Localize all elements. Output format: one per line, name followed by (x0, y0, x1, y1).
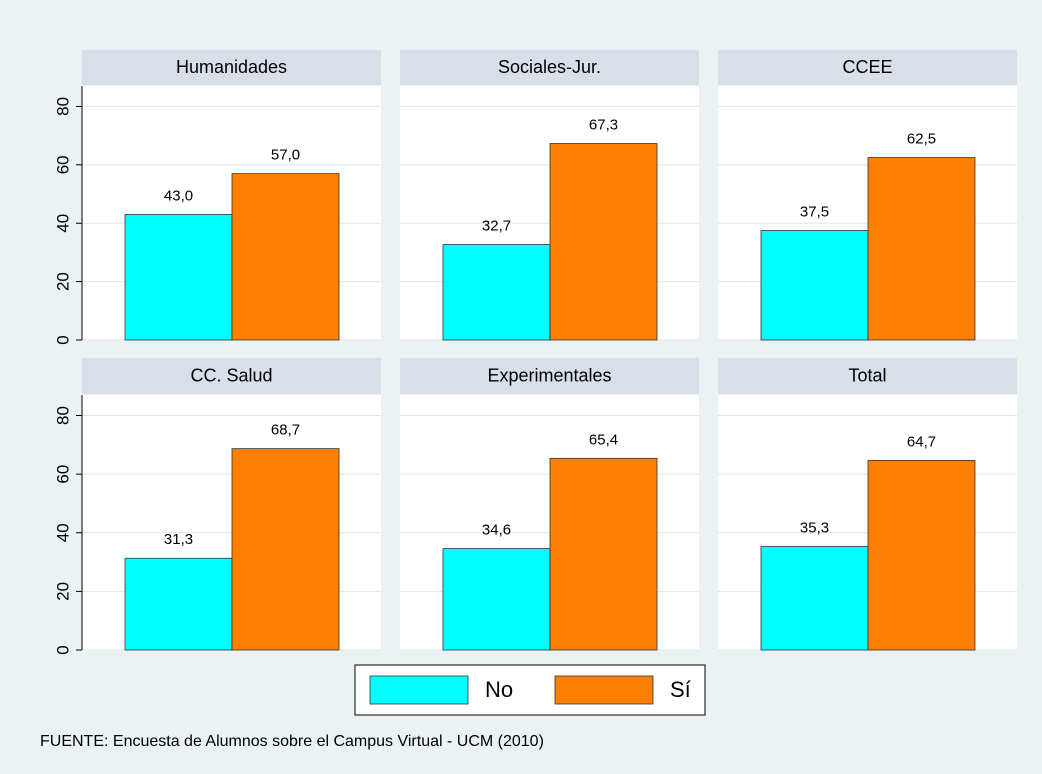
value-label: 57,0 (271, 147, 300, 164)
y-tick-label: 40 (53, 214, 72, 233)
bar (867, 459, 976, 651)
y-tick-label: 40 (53, 523, 72, 542)
y-tick-label: 80 (53, 406, 72, 425)
value-label: 31,3 (164, 531, 193, 548)
value-label: 65,4 (589, 431, 618, 448)
value-label: 34,6 (482, 522, 511, 539)
value-label: 68,7 (271, 422, 300, 439)
value-label: 62,5 (907, 130, 936, 147)
value-label: 64,7 (907, 433, 936, 450)
bar (124, 214, 233, 341)
panel-title: CCEE (842, 57, 892, 77)
bar (867, 157, 976, 341)
legend-swatch (369, 675, 469, 705)
y-tick-label: 60 (53, 155, 72, 174)
y-tick-label: 0 (53, 645, 72, 654)
panel-title: CC. Salud (190, 365, 272, 385)
bar (760, 230, 869, 341)
panel-title: Total (848, 365, 886, 385)
bar (231, 173, 340, 341)
bar (442, 244, 551, 341)
panel-header (718, 358, 1017, 394)
panel-header (82, 358, 381, 394)
value-label: 35,3 (800, 520, 829, 537)
panel-header (718, 50, 1017, 85)
bar (760, 546, 869, 651)
panel-header (400, 50, 699, 85)
legend-label: Sí (670, 677, 691, 702)
source-note: FUENTE: Encuesta de Alumnos sobre el Cam… (40, 733, 544, 750)
panel-title: Sociales-Jur. (498, 57, 601, 77)
legend-label: No (485, 677, 513, 702)
bar (549, 143, 658, 341)
panel-title: Humanidades (176, 57, 287, 77)
bar (231, 448, 340, 651)
value-label: 43,0 (164, 187, 193, 204)
y-tick-label: 20 (53, 272, 72, 291)
bar (124, 557, 233, 651)
y-tick-label: 60 (53, 465, 72, 484)
panel-title: Experimentales (487, 365, 611, 385)
y-tick-label: 0 (53, 335, 72, 344)
bar (442, 548, 551, 651)
value-label: 37,5 (800, 203, 829, 220)
bar (549, 457, 658, 651)
y-tick-label: 80 (53, 97, 72, 116)
value-label: 67,3 (589, 116, 618, 133)
panel-header (400, 358, 699, 394)
panel-header (82, 50, 381, 85)
legend-swatch (554, 675, 654, 705)
y-tick-label: 20 (53, 582, 72, 601)
value-label: 32,7 (482, 217, 511, 234)
